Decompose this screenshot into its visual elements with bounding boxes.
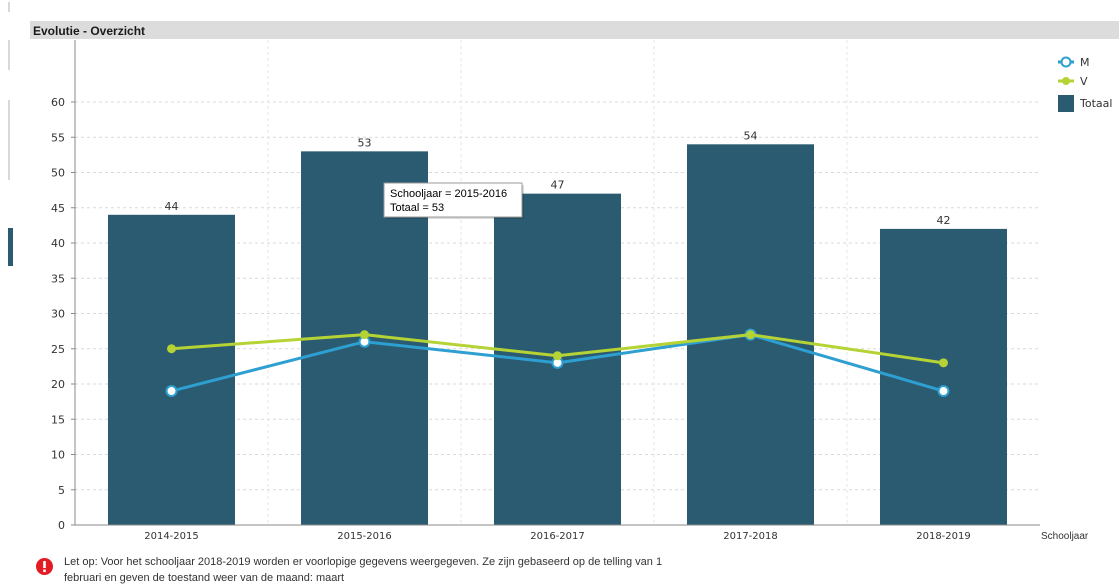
bar-data-labels: 44 53 47 54 42 (165, 129, 951, 227)
bar-data-label: 47 (551, 179, 565, 192)
series-point[interactable] (167, 344, 176, 354)
series-point[interactable] (360, 330, 369, 340)
bar-data-label: 53 (358, 136, 372, 149)
series-point[interactable] (746, 330, 755, 340)
y-tick-label: 60 (51, 96, 65, 109)
y-tick-label: 35 (51, 272, 65, 285)
tooltip: Schooljaar = 2015-2016 Totaal = 53 (383, 182, 524, 219)
legend-marker (1060, 56, 1072, 68)
panel-header: Evolutie - Overzicht (30, 21, 1119, 39)
y-tick-label: 30 (51, 308, 65, 321)
sidebar-mark (8, 40, 10, 70)
bar[interactable] (880, 228, 1007, 525)
notice-text: Let op: Voor het schooljaar 2018-2019 wo… (64, 554, 854, 586)
x-tick-label: 2014-2015 (144, 531, 199, 542)
legend-swatch (1058, 95, 1074, 112)
legend: MV Totaal (1058, 56, 1112, 112)
series-point[interactable] (553, 351, 562, 361)
y-tick-label: 45 (51, 202, 65, 215)
y-tick-label: 15 (51, 413, 65, 426)
bars (108, 144, 1007, 526)
series-point[interactable] (939, 358, 948, 368)
y-tick-label: 0 (58, 519, 65, 532)
legend-entry[interactable]: V (1080, 75, 1088, 88)
bar-data-label: 54 (744, 129, 758, 142)
sidebar-accent[interactable] (8, 228, 13, 266)
axes: 0 5 10 15 20 25 30 35 40 45 50 55 60 2014-2015 2015-20… (51, 40, 1089, 542)
tooltip-line: Schooljaar = 2015-2016 (390, 188, 507, 200)
panel-title: Evolutie - Overzicht (33, 24, 146, 38)
y-tick-label: 25 (51, 343, 65, 356)
notice-line: februari en geven de toestand weer van d… (64, 572, 345, 584)
sidebar-mark (8, 2, 10, 12)
notice-line: Let op: Voor het schooljaar 2018-2019 wo… (64, 556, 663, 568)
x-tick-label: 2015-2016 (337, 531, 392, 542)
x-axis-label: Schooljaar (1041, 531, 1089, 542)
x-tick-label: 2016-2017 (530, 531, 585, 542)
y-tick-label: 5 (58, 484, 65, 497)
bar-data-label: 42 (937, 214, 951, 227)
series-lines (165, 328, 950, 398)
x-tick-label: 2017-2018 (723, 531, 778, 542)
y-tick-label: 55 (51, 131, 65, 144)
sidebar-mark (8, 100, 10, 180)
y-tick-label: 20 (51, 378, 65, 391)
exclamation-circle-icon (36, 558, 53, 575)
bar-data-label: 44 (165, 200, 179, 213)
series-point[interactable] (165, 385, 178, 398)
x-tick-label: 2018-2019 (916, 531, 971, 542)
legend-marker (1062, 77, 1070, 85)
bar[interactable] (108, 214, 235, 526)
series-point[interactable] (937, 385, 950, 398)
evolution-chart: 44 53 47 54 42 0 5 10 15 20 25 30 35 40 45 50 55 60 2014-… (51, 40, 1112, 542)
left-sidebar-strip (0, 0, 30, 585)
legend-entry[interactable]: M (1080, 56, 1090, 69)
tooltip-line: Totaal = 53 (390, 202, 444, 214)
tooltip-box (383, 182, 523, 218)
y-tick-label: 40 (51, 237, 65, 250)
legend-entry[interactable]: Totaal (1079, 97, 1112, 110)
y-tick-label: 50 (51, 167, 65, 180)
y-tick-label: 10 (51, 449, 65, 462)
